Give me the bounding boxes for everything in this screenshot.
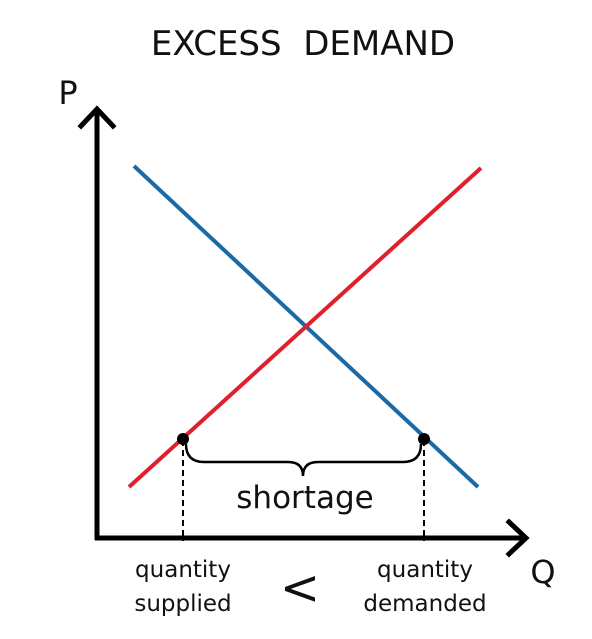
y-axis-arrowhead	[77, 105, 117, 130]
supply-curve	[127, 166, 483, 489]
quantity-demanded-label-line2: demanded	[363, 591, 486, 617]
less-than-sign: <	[280, 560, 320, 616]
shortage-label: shortage	[236, 480, 373, 516]
y-axis-label: P	[58, 74, 77, 112]
x-axis-label: Q	[530, 553, 555, 591]
shortage-brace	[184, 443, 423, 477]
quantity-supplied-label-line1: quantity	[135, 557, 231, 583]
quantity-demanded-label-line1: quantity	[377, 557, 473, 583]
quantity-supplied-label-line2: supplied	[134, 591, 231, 617]
quantity-demanded-point	[418, 433, 430, 445]
diagram-title: EXCESS DEMAND	[151, 24, 455, 64]
quantity-supplied-point	[177, 433, 189, 445]
x-axis-arrowhead	[505, 518, 530, 558]
